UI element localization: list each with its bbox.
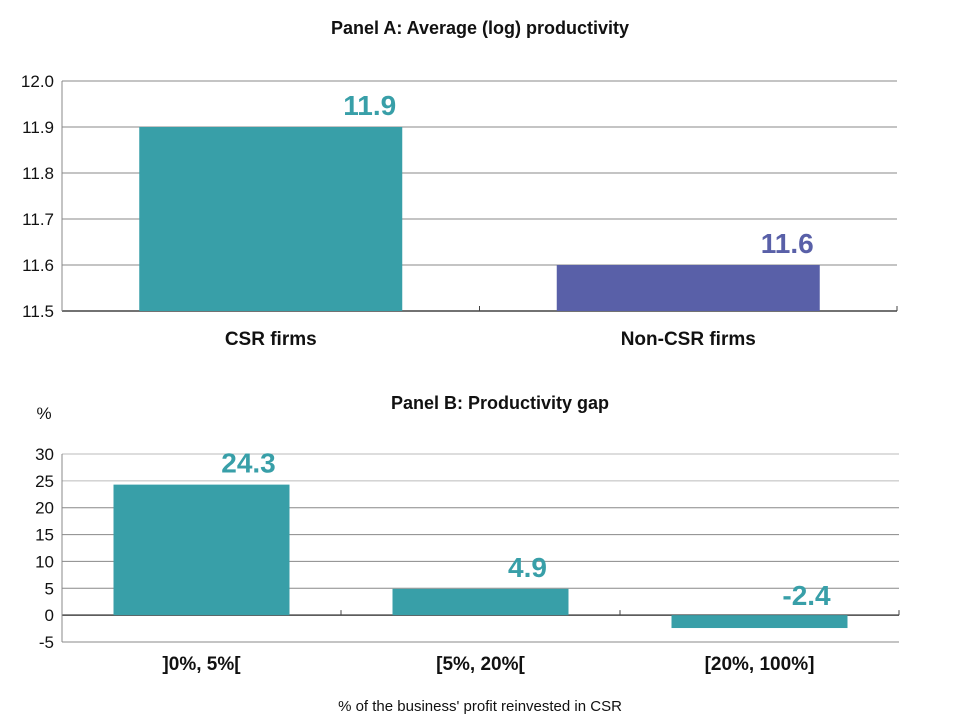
- x-category-label: [5%, 20%[: [436, 654, 525, 675]
- data-label: 4.9: [508, 552, 547, 583]
- data-label: -2.4: [782, 580, 831, 611]
- panel-b-title: Panel B: Productivity gap: [391, 393, 609, 413]
- bar-1: [139, 127, 403, 311]
- y-tick-label: 11.7: [22, 210, 54, 229]
- data-label: 11.6: [761, 228, 814, 259]
- y-tick-label: 12.0: [21, 72, 54, 91]
- y-tick-label: -5: [39, 633, 54, 652]
- y-tick-label: 5: [45, 579, 54, 598]
- y-tick-label: 11.9: [22, 118, 54, 137]
- data-label: 24.3: [221, 448, 276, 479]
- panel-b-y-unit: %: [36, 404, 51, 423]
- y-tick-label: 15: [35, 526, 54, 545]
- panel-a: Panel A: Average (log) productivity 11.5…: [21, 18, 898, 350]
- y-tick-label: 11.8: [22, 164, 54, 183]
- y-tick-label: 11.5: [22, 302, 54, 321]
- y-tick-label: 11.6: [22, 256, 54, 275]
- y-tick-label: 30: [35, 445, 54, 464]
- bar-3: [671, 615, 848, 629]
- bar-1: [113, 484, 290, 616]
- x-category-label: Non-CSR firms: [621, 329, 756, 350]
- x-category-label: CSR firms: [225, 329, 317, 350]
- y-tick-label: 20: [35, 499, 54, 518]
- data-label: 11.9: [343, 90, 396, 121]
- y-tick-label: 0: [45, 606, 54, 625]
- bar-2: [392, 588, 569, 616]
- panel-a-title: Panel A: Average (log) productivity: [331, 18, 629, 38]
- y-tick-label: 10: [35, 552, 54, 571]
- x-category-label: ]0%, 5%[: [162, 654, 241, 675]
- y-tick-label: 25: [35, 472, 54, 491]
- panel-b: Panel B: Productivity gap % -5 0 5 10 15 20 25…: [35, 393, 900, 715]
- bar-2: [556, 265, 820, 311]
- panel-b-x-axis-title: % of the business' profit reinvested in …: [338, 698, 622, 715]
- x-category-label: [20%, 100%]: [705, 654, 815, 675]
